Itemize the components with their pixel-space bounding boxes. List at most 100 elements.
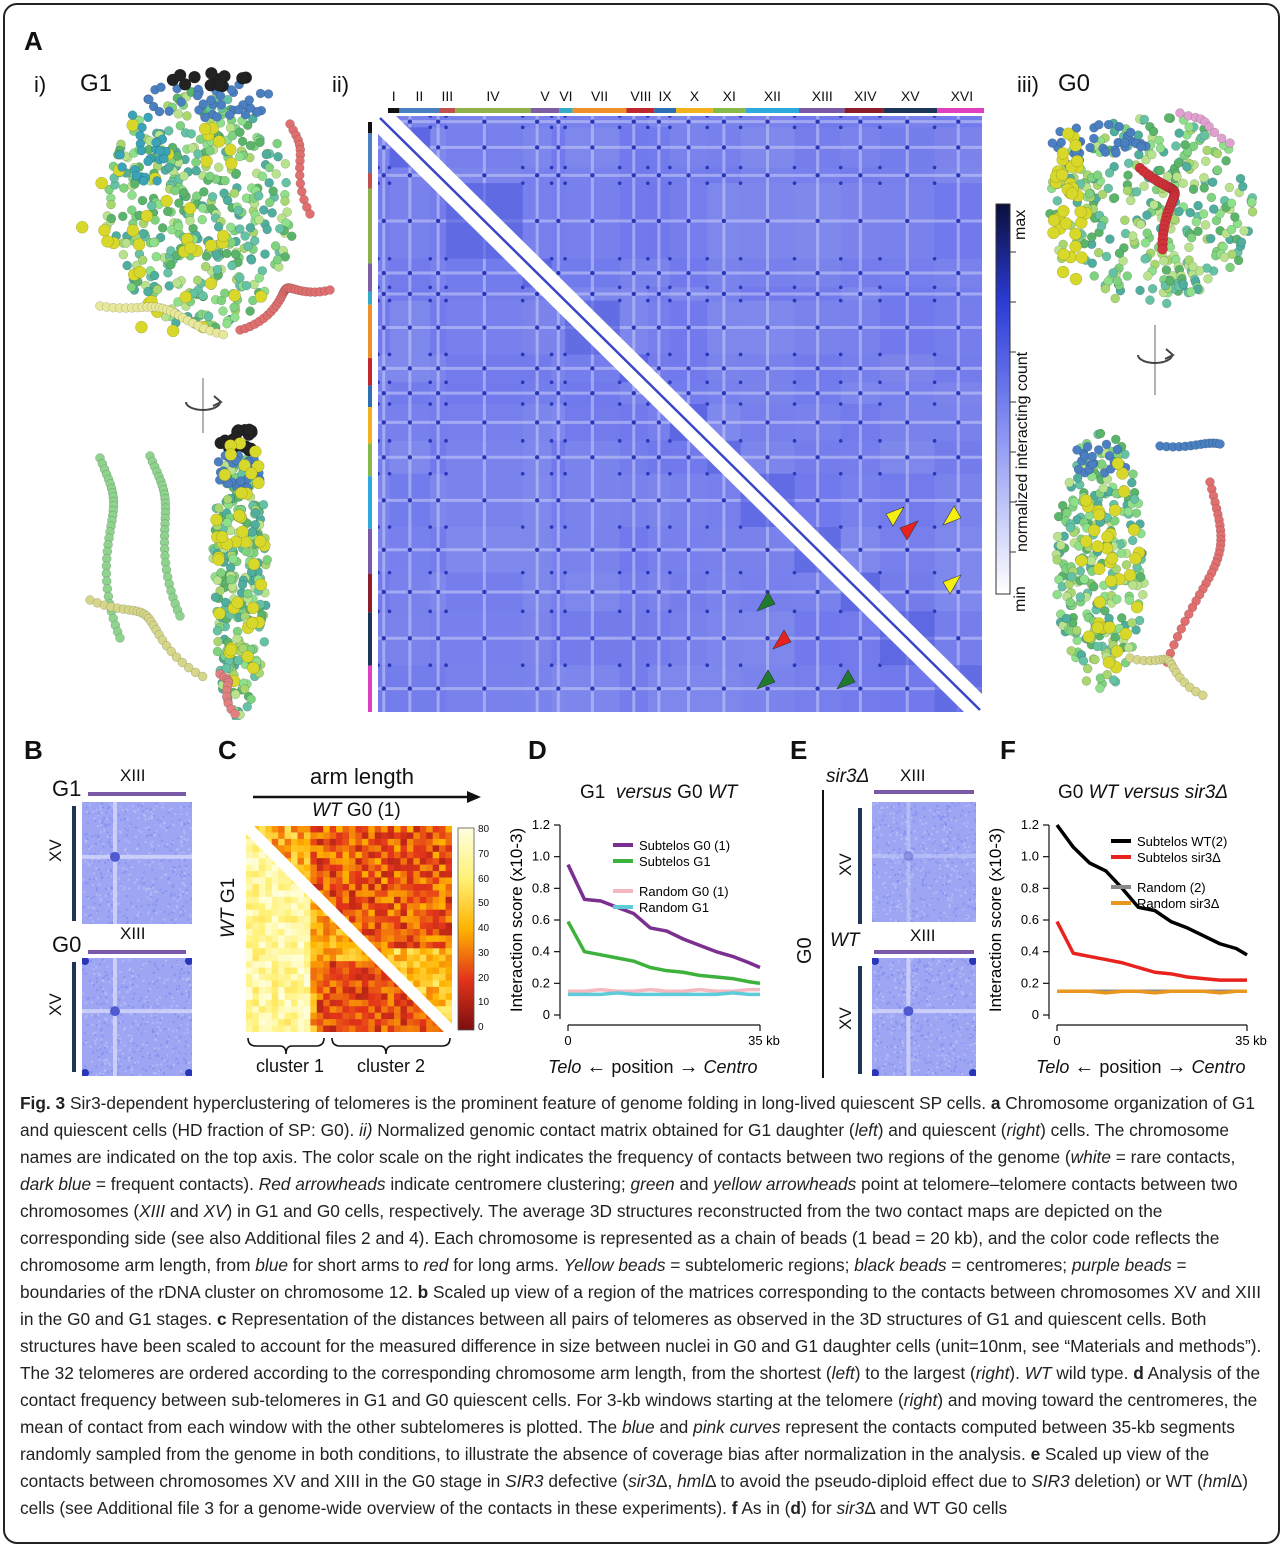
rotate-arrow-icon-g0 (1137, 325, 1175, 395)
caption-italic: left (831, 1363, 855, 1383)
chrom-bar-VIII (626, 108, 655, 113)
telomere-distance-heatmap (246, 826, 452, 1032)
caption-text: Δ) cells (see Additional file 3 for a ge… (20, 1471, 1249, 1518)
caption-text: ). (1009, 1363, 1025, 1383)
rotate-arrow-icon (185, 378, 223, 433)
chrom-bar-left-VIII (368, 358, 372, 386)
chrom-bar-left-I (368, 122, 372, 134)
legend-label: Subtelos sir3Δ (1137, 850, 1221, 865)
panel-f-x-telo: Telo (1036, 1057, 1070, 1077)
series-line-3 (1057, 989, 1247, 995)
chrom-label-XII: XII (763, 88, 781, 104)
legend-label: Subtelos G1 (639, 854, 711, 869)
caption-italic: XIII (139, 1201, 166, 1221)
caption-text: ) cells. The chromosome names are indica… (20, 1120, 1229, 1167)
panel-e-xv-bar (858, 808, 862, 924)
chrom-bar-left-III (368, 172, 372, 189)
caption-italic: yellow arrowheads (713, 1174, 857, 1194)
caption-text: Sir3-dependent hyperclustering of telome… (65, 1093, 991, 1113)
x-tick-label: 35 kb (1235, 1033, 1267, 1048)
caption-fig-label: Fig. 3 (20, 1093, 66, 1113)
y-tick-label: 0 (1032, 1007, 1039, 1022)
caption-bold: d (790, 1498, 801, 1518)
panel-c-side-wt: WT (218, 908, 239, 938)
y-tick-label: 0.4 (532, 944, 550, 959)
chrom-bar-XII (745, 108, 799, 113)
series-line-1 (566, 920, 761, 986)
yellow-arrowhead (942, 574, 962, 595)
caption-italic: right (975, 1363, 1010, 1383)
caption-italic: left (854, 1120, 878, 1140)
chromosome-color-bar-top (388, 108, 984, 113)
caption-italic: Red arrowheads (258, 1174, 386, 1194)
caption-text: for short arms to (287, 1255, 424, 1275)
panel-a-i-stage: G1 (80, 70, 113, 97)
chrom-label-VIII: VIII (630, 88, 652, 104)
chrom-bar-left-X (368, 407, 372, 444)
chrom-label-V: V (540, 88, 550, 104)
y-tick-label: 0.4 (1021, 944, 1039, 959)
caption-part-b: b (417, 1282, 429, 1302)
caption-text: Δ to avoid the pseudo-diploid effect due… (704, 1471, 1032, 1491)
panel-d-title-d: WT (707, 782, 738, 803)
panel-d-title-b: versus (615, 782, 672, 803)
chrom-bar-III (439, 108, 456, 113)
y-tick-label: 1.0 (1021, 849, 1039, 864)
caption-text: ) and quiescent ( (877, 1120, 1007, 1140)
x-tick-label: 0 (564, 1033, 571, 1048)
caption-text: represent the contacts computed between … (20, 1417, 1235, 1464)
chrom-label-VII: VII (590, 88, 609, 104)
caption-part-e: e (1030, 1444, 1041, 1464)
caption-text: ) for (800, 1498, 837, 1518)
panel-f-title: G0 WT versus sir3Δ (1058, 782, 1228, 804)
legend-label: Subtelos G0 (1) (639, 838, 730, 853)
caption-italic: white (1070, 1147, 1111, 1167)
caption-text: and (674, 1174, 714, 1194)
yellow-arrowhead (885, 506, 905, 527)
chrom-label-IV: IV (486, 88, 500, 104)
y-tick-label: 1.2 (1021, 817, 1039, 832)
chrom-bar-left-XVI (368, 665, 372, 712)
caption-text: deletion) or WT ( (1069, 1471, 1203, 1491)
green-arrowhead (836, 669, 856, 690)
caption-italic: SIR3 (1031, 1471, 1070, 1491)
y-tick-label: 1.2 (532, 817, 550, 832)
caption-italic: black beads (854, 1255, 947, 1275)
arm-length-arrow-icon (253, 791, 481, 803)
panel-e-xiii-bar (874, 790, 974, 794)
caption-italic: green (630, 1174, 675, 1194)
chrom-bar-left-IX (368, 385, 372, 408)
panel-c-top-rest: G0 (1) (346, 800, 401, 821)
heatmap-colorbar (457, 827, 475, 1031)
panel-f-label: F (1000, 735, 1016, 765)
caption-text: = rare contacts, (1110, 1147, 1236, 1167)
heatmap-tick-label: 80 (478, 824, 490, 835)
panel-b-g0-label: G0 (52, 932, 82, 957)
caption-italic: pink curves (693, 1417, 781, 1437)
caption-text: = subtelomeric regions; (665, 1255, 855, 1275)
chart-d: 1.2 1.0 0.8 0.6 0.4 0.2 00 35 kb Interaction sco… (508, 817, 780, 1048)
chrom-bar-left-V (368, 263, 372, 292)
heatmap-tick-label: 50 (478, 898, 490, 910)
y-tick-label: 1.0 (532, 849, 550, 864)
panel-d-xaxis: Telo ← position → Centro (548, 1056, 758, 1078)
panel-a-iii-stage: G0 (1058, 70, 1091, 97)
caption-text: for long arms. (448, 1255, 564, 1275)
caption-text: Analysis of the contact frequency betwee… (20, 1363, 1261, 1410)
y-axis-label: Interaction score (x10-3) (508, 828, 526, 1012)
caption-italic: sir3 (836, 1498, 865, 1518)
caption-text: Scaled up view of a region of the matric… (20, 1282, 1262, 1329)
chrom-label-IX: IX (658, 88, 672, 104)
chrom-bar-XV (883, 108, 938, 113)
caption-part-d: d (1133, 1363, 1144, 1383)
panel-e-stage: G0 (794, 937, 816, 964)
panel-e-xiii-bar-bottom (874, 950, 974, 954)
chrom-label-XVI: XVI (950, 88, 974, 104)
panel-f-title-b: WT versus sir3Δ (1088, 782, 1229, 803)
chrom-label-XV: XV (900, 88, 920, 104)
series-line-2 (568, 987, 760, 993)
colorbar-title: normalized interacting count (1014, 351, 1031, 552)
caption-italic: XV (203, 1201, 227, 1221)
chrom-xv-bar (72, 806, 76, 921)
colorbar-max-label: max (1012, 209, 1029, 240)
